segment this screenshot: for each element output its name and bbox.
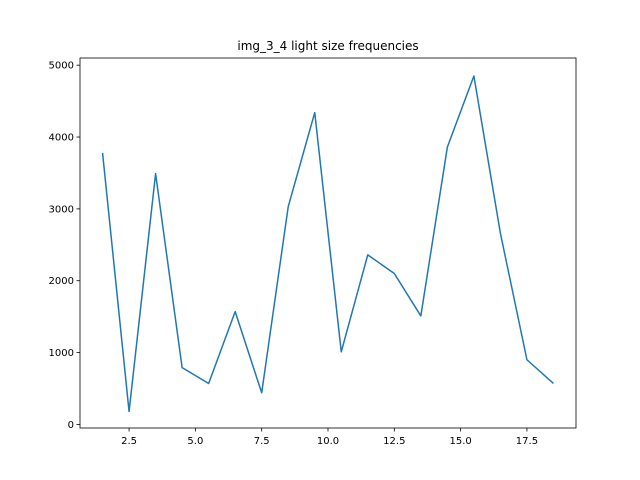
x-tick-label: 17.5 xyxy=(516,436,538,447)
x-tick-label: 10.0 xyxy=(317,436,339,447)
plot-frame xyxy=(79,57,577,429)
x-tick-label: 5.0 xyxy=(187,436,203,447)
x-tick-label: 12.5 xyxy=(383,436,405,447)
series-line-0 xyxy=(101,75,554,413)
x-axis: 2.5 5.0 7.5 10.0 12.5 15.0 17.5 xyxy=(121,428,538,447)
y-axis: 0 1000 2000 3000 4000 5000 xyxy=(49,61,80,431)
chart-title: img_3_4 light size frequencies xyxy=(237,39,418,53)
x-tick-label: 15.0 xyxy=(449,436,471,447)
y-tick-label: 0 xyxy=(68,420,74,431)
y-tick-label: 2000 xyxy=(49,276,74,287)
x-tick-label: 2.5 xyxy=(121,436,137,447)
y-tick-label: 5000 xyxy=(49,61,74,72)
series-layer xyxy=(101,75,554,413)
y-tick-label: 3000 xyxy=(49,204,74,215)
y-tick-label: 1000 xyxy=(49,348,74,359)
y-tick-label: 4000 xyxy=(49,133,74,144)
x-tick-label: 7.5 xyxy=(254,436,270,447)
